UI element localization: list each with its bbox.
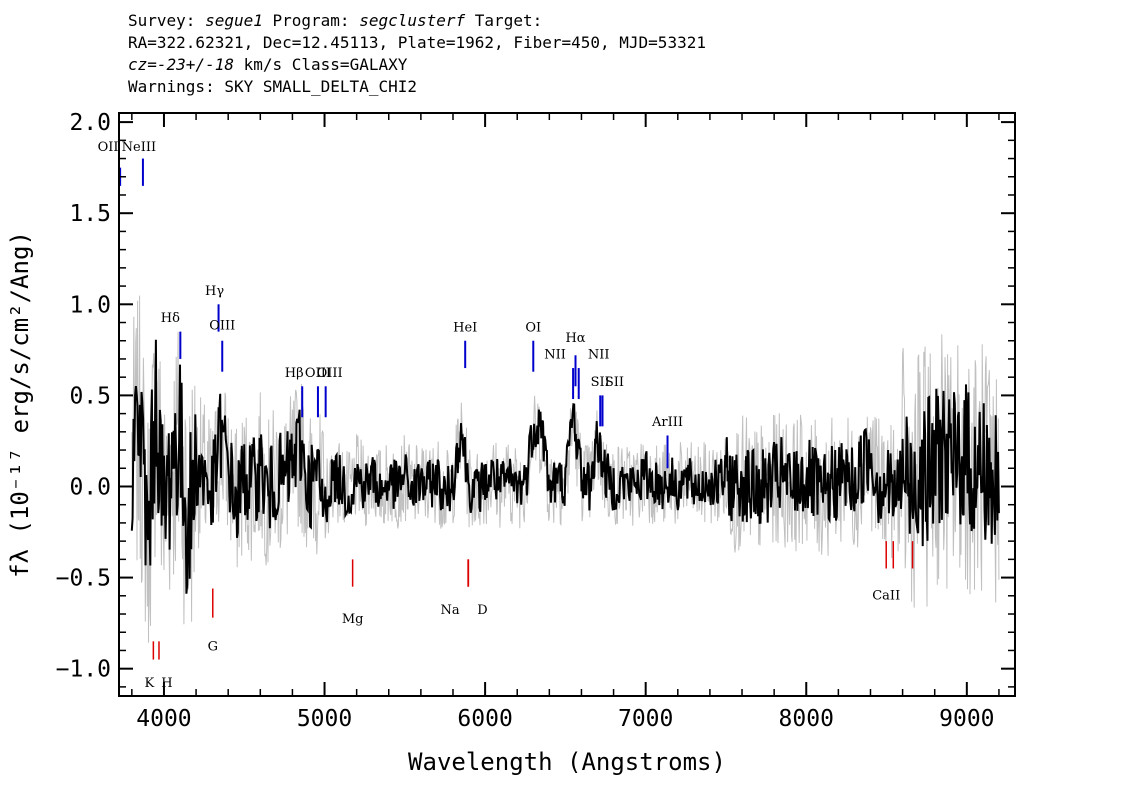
absorption-label-Na: Na <box>441 603 460 618</box>
emission-label-OIII: OIII <box>317 366 343 381</box>
x-tick-label: 6000 <box>457 706 512 732</box>
y-tick-label: 0.5 <box>69 383 111 409</box>
x-tick-label: 5000 <box>297 706 352 732</box>
emission-label-Hα: Hα <box>565 331 585 346</box>
class-text: km/s Class=GALAXY <box>233 55 408 74</box>
cz-value: =-23+/-18 <box>147 55 234 74</box>
cz-label: cz <box>128 55 148 74</box>
emission-label-Hδ: Hδ <box>161 311 180 326</box>
flux-line <box>130 339 1000 594</box>
absorption-label-K: K <box>145 676 155 691</box>
emission-label-Hβ: Hβ <box>285 366 304 381</box>
x-axis-title: Wavelength (Angstroms) <box>408 748 726 776</box>
flux-series <box>130 339 1000 594</box>
emission-label-SII: SII <box>605 375 624 390</box>
warnings-line: Warnings: SKY SMALL_DELTA_CHI2 <box>128 77 417 96</box>
y-tick-label: 2.0 <box>69 110 111 136</box>
survey-value: segue1 <box>205 11 263 30</box>
emission-label-OIII: OIII <box>305 366 331 381</box>
program-label: Program: <box>262 11 360 30</box>
y-tick-label: 1.5 <box>69 201 111 227</box>
absorption-label-D: D <box>477 603 487 618</box>
emission-label-Hγ: Hγ <box>205 284 224 299</box>
absorption-label-H: H <box>161 676 172 691</box>
y-axis-title: fλ (10⁻¹⁷ erg/s/cm²/Ang) <box>6 231 34 578</box>
x-tick-label: 4000 <box>136 706 191 732</box>
x-tick-label: 7000 <box>618 706 673 732</box>
emission-label-OII: OII <box>98 140 119 155</box>
spectrum-header: Survey: segue1 Program: segclusterf Targ… <box>128 10 1028 98</box>
y-tick-label: 0.0 <box>69 474 111 500</box>
y-tick-label: −0.5 <box>56 566 111 592</box>
x-tick-label: 9000 <box>939 706 994 732</box>
plot-frame <box>118 112 1016 697</box>
emission-label-NII: NII <box>588 348 610 363</box>
absorption-label-G: G <box>208 639 218 654</box>
y-tick-label: 1.0 <box>69 292 111 318</box>
emission-label-NII: NII <box>544 348 566 363</box>
survey-label: Survey: <box>128 11 206 30</box>
emission-label-OI: OI <box>525 320 541 335</box>
emission-label-ArIII: ArIII <box>651 415 683 430</box>
absorption-label-CaII: CaII <box>872 588 900 603</box>
absorption-label-Mg: Mg <box>342 612 364 627</box>
emission-label-NeIII: NeIII <box>122 140 156 155</box>
x-tick-label: 8000 <box>779 706 834 732</box>
emission-label-HeI: HeI <box>453 320 477 335</box>
emission-label-SII: SII <box>591 375 610 390</box>
redshift-line: cz=-23+/-18 km/s Class=GALAXY <box>128 54 1028 76</box>
survey-line: Survey: segue1 Program: segclusterf Targ… <box>128 10 1028 32</box>
y-tick-label: −1.0 <box>56 657 111 683</box>
target-label: Target: <box>465 11 543 30</box>
program-value: segclusterf <box>359 11 466 30</box>
emission-label-OIII: OIII <box>209 318 235 333</box>
coordinates-line: RA=322.62321, Dec=12.45113, Plate=1962, … <box>128 33 706 52</box>
axis-ticks: 4000 5000 6000 7000 8000 9000 −1.0 −0.5 0.0 0.5 1.… <box>56 110 1015 732</box>
